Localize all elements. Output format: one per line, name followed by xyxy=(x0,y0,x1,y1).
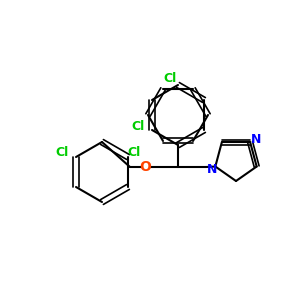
Text: Cl: Cl xyxy=(131,119,145,133)
Text: N: N xyxy=(251,133,261,146)
Text: O: O xyxy=(139,160,151,174)
Text: Cl: Cl xyxy=(164,73,177,85)
Text: N: N xyxy=(207,163,217,176)
Text: Cl: Cl xyxy=(56,146,69,160)
Text: Cl: Cl xyxy=(128,146,141,160)
